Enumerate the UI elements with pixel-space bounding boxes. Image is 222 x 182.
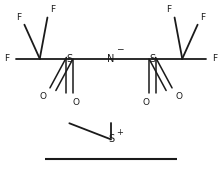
Text: F: F — [16, 13, 22, 22]
Text: F: F — [4, 54, 9, 63]
Text: O: O — [40, 92, 47, 101]
Text: S: S — [108, 134, 114, 144]
Text: O: O — [72, 98, 79, 107]
Text: F: F — [200, 13, 206, 22]
Text: F: F — [166, 5, 172, 14]
Text: O: O — [175, 92, 182, 101]
Text: F: F — [213, 54, 218, 63]
Text: S: S — [66, 54, 72, 64]
Text: +: + — [116, 128, 123, 137]
Text: N: N — [107, 54, 115, 64]
Text: S: S — [150, 54, 156, 64]
Text: F: F — [50, 5, 56, 14]
Text: O: O — [143, 98, 150, 107]
Text: −: − — [117, 44, 124, 53]
